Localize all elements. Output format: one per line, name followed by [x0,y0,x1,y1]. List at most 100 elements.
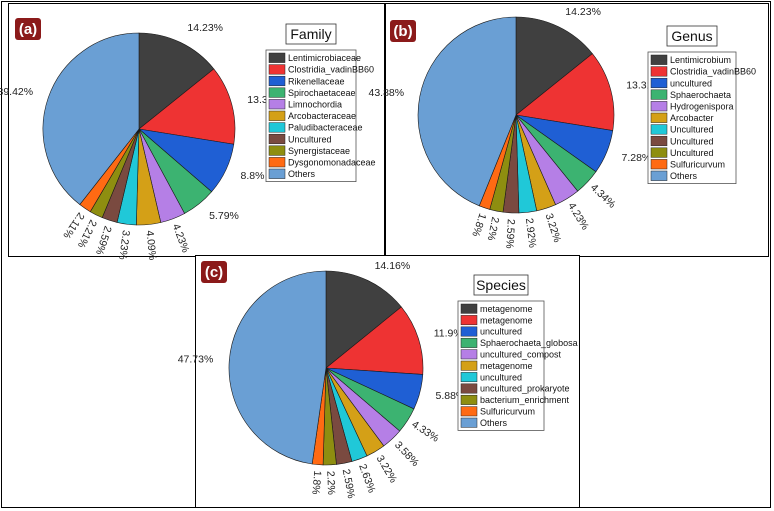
legend-entry: Paludibacteraceae [288,123,363,133]
legend-title-box [473,274,529,296]
panel-a: 14.23% 13.31% 8.8% 5.79% 4.23% 4.09% 3.23% 2.59… [0,3,385,261]
legend-swatch [650,89,668,100]
legend-entry: Sphaerochaeta_globosa [480,338,578,348]
legend-entry: Uncultured [288,134,332,144]
slice-percent-label: 2.59% [340,468,357,500]
legend-entry: uncultured [480,327,522,337]
legend-swatch [650,54,668,65]
pie-slice [138,32,215,130]
panel-b: 14.23% 13.31% 7.28% 4.34% 4.23% 3.22% 2.92% 2.5… [368,3,769,257]
legend-swatch [460,383,478,394]
legend-swatch [460,360,478,371]
legend-entry: Sphaerochaeta [670,90,731,100]
legend-entry: bacterium_enrichment [480,395,570,405]
legend-swatch [460,394,478,405]
slice-percent-label: 14.16% [375,260,411,272]
legend-entry: uncultured [480,372,522,382]
slice-percent-label: 3.58% [392,439,421,469]
slice-percent-label: 1.8% [469,212,488,239]
legend-swatch [268,157,286,168]
legend-swatch [460,406,478,417]
legend-swatch [268,99,286,110]
legend-swatch [460,303,478,314]
legend-swatch [268,168,286,179]
slice-percent-label: 14.23% [565,6,601,18]
legend-entry: Rikenellaceae [288,76,345,86]
legend-entry: uncultured_compost [480,350,562,360]
pie-slice [138,68,236,145]
legend-swatch [460,326,478,337]
pie-slice [228,270,327,465]
panel-c: 14.16% 11.9% 5.88% 4.33% 3.58% 3.22% 2.63% 2.59… [178,255,580,508]
legend-swatch [650,112,668,123]
legend-swatch [460,337,478,348]
panel-tag: (a) [15,18,41,40]
pie-slice [325,306,424,375]
legend-entry: metagenome [480,304,533,314]
legend-entry: Uncultured [670,136,714,146]
slice-percent-label: 2.2% [485,216,502,242]
legend-title: Family [290,26,331,42]
slice-percent-label: 11.9% [434,328,463,340]
legend-title-box [285,23,337,45]
legend-swatch [268,110,286,121]
panel-tag: (b) [390,20,416,42]
legend-entry: Clostridia_vadinBB60 [288,65,374,75]
legend-entry: uncultured_prokaryote [480,384,570,394]
legend-swatch [268,64,286,75]
slice-percent-label: 8.8% [241,170,265,182]
slice-percent-label: 47.73% [178,354,214,366]
legend-swatch [268,133,286,145]
legend-swatch [460,315,478,326]
pie-slice [417,16,517,207]
legend-entry: Sulfuricurvum [480,407,535,417]
legend-swatch [268,75,286,87]
legend-title: Species [476,277,526,293]
slice-percent-label: 43.88% [368,87,404,99]
legend-entry: Others [480,418,508,428]
legend-swatch [650,170,668,181]
legend-entry: Others [288,169,316,179]
pie-chart-family: 14.23%13.31%8.8%5.79%4.23%4.09%3.23%2.59… [0,18,376,261]
legend-entry: Others [670,171,698,181]
legend-entry: Sulfuricurvum [670,160,725,170]
slice-percent-label: 2.63% [356,462,378,494]
legend-swatch [268,52,286,63]
slice-percent-label: 3.23% [116,229,132,260]
legend-entry: Lentimicrobium [670,55,731,65]
slice-percent-label: 2.59% [503,219,517,249]
slice-percent-label: 39.42% [0,86,33,98]
legend-swatch [650,135,668,147]
legend-entry: Limnochordia [288,100,342,110]
slice-percent-label: 2.2% [324,471,337,495]
slice-percent-label: 3.22% [543,212,564,244]
slice-percent-label: 7.28% [622,152,652,164]
slice-percent-label: 3.22% [374,453,400,485]
slice-percent-label: 2.92% [523,217,538,248]
legend-swatch [460,417,478,428]
legend-swatch [650,159,668,170]
legend-entry: Synergistaceae [288,146,350,156]
panel-tag: (c) [201,261,227,283]
panel-tag-label: (a) [19,21,37,38]
legend-swatch [460,349,478,360]
legend-swatch [650,101,668,112]
panel-tag-label: (b) [393,23,412,40]
legend-entry: Uncultured [670,148,714,158]
slice-percent-label: 4.09% [143,230,158,261]
slice-percent-label: 4.33% [409,418,441,444]
legend-swatch [650,147,668,158]
legend-swatch [268,122,286,133]
legend-swatch [460,372,478,383]
legend-swatch [650,77,668,89]
legend-entry: Spirochaetaceae [288,88,356,98]
pie-chart-genus: 14.23%13.31%7.28%4.34%4.23%3.22%2.92%2.5… [368,6,756,249]
legend-swatch [650,66,668,77]
legend-title-box [666,25,718,47]
legend-title: Genus [671,28,712,44]
legend-entry: Uncultured [670,125,714,135]
legend-entry: metagenome [480,361,533,371]
legend-entry: Arcobacteraceae [288,111,356,121]
legend-entry: Arcobacter [670,113,714,123]
pie-chart-species: 14.16%11.9%5.88%4.33%3.58%3.22%2.63%2.59… [178,260,578,500]
